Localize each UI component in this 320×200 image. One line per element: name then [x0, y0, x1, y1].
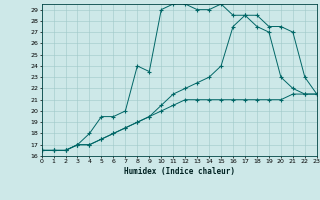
X-axis label: Humidex (Indice chaleur): Humidex (Indice chaleur): [124, 167, 235, 176]
